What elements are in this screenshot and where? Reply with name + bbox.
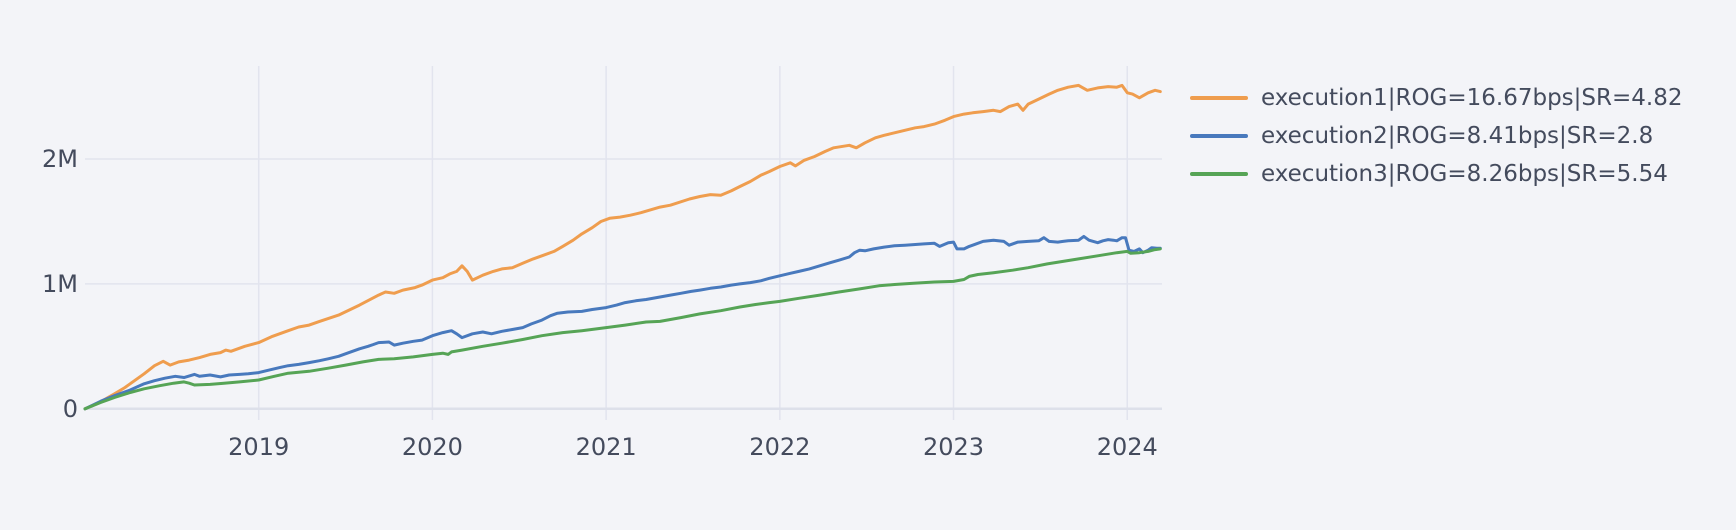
- series-line-2[interactable]: [83, 234, 1162, 411]
- x-tick-label-2022: 2022: [749, 433, 810, 461]
- series-line-1[interactable]: [83, 83, 1162, 411]
- x-tick-label-2021: 2021: [576, 433, 637, 461]
- legend-swatch-execution2: [1190, 134, 1248, 138]
- legend-item-execution1[interactable]: execution1|ROG=16.67bps|SR=4.82: [1190, 79, 1682, 117]
- legend-item-execution2[interactable]: execution2|ROG=8.41bps|SR=2.8: [1190, 117, 1682, 155]
- y-tick-label-2M: 2M: [42, 145, 78, 173]
- y-tick-label-1M: 1M: [42, 270, 78, 298]
- series-line-3[interactable]: [83, 247, 1162, 411]
- x-tick-label-2023: 2023: [923, 433, 984, 461]
- legend-swatch-execution1: [1190, 96, 1248, 100]
- y-tick-label-0: 0: [63, 395, 78, 423]
- legend-swatch-execution3: [1190, 172, 1248, 176]
- legend-label-execution3: execution3|ROG=8.26bps|SR=5.54: [1261, 160, 1668, 187]
- legend-label-execution1: execution1|ROG=16.67bps|SR=4.82: [1261, 84, 1683, 111]
- x-tick-label-2020: 2020: [402, 433, 463, 461]
- legend-item-execution3[interactable]: execution3|ROG=8.26bps|SR=5.54: [1190, 155, 1682, 193]
- x-tick-label-2024: 2024: [1097, 433, 1158, 461]
- x-tick-label-2019: 2019: [228, 433, 289, 461]
- legend: execution1|ROG=16.67bps|SR=4.82 executio…: [1190, 79, 1682, 193]
- legend-label-execution2: execution2|ROG=8.41bps|SR=2.8: [1261, 122, 1654, 149]
